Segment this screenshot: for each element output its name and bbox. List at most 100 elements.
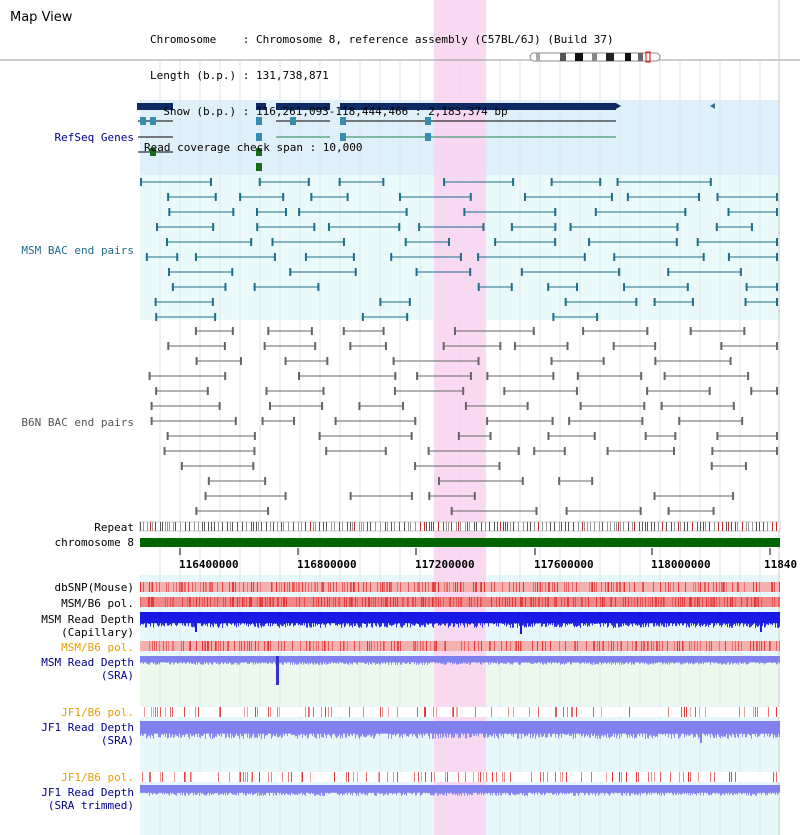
read-depth-bar [432,721,433,739]
track-label-jf1-b6-pol-2[interactable]: JF1/B6 pol. [61,771,134,784]
read-depth-bar [163,785,164,793]
read-depth-bar [654,612,655,627]
track-label-chromosome[interactable]: chromosome 8 [54,536,134,549]
read-depth-bar [295,785,296,795]
snp-mark [719,597,720,607]
read-depth-bar [479,785,480,795]
track-label-msm-b6-pol[interactable]: MSM/B6 pol. [61,597,134,610]
read-depth-bar [142,785,143,794]
read-depth-bar [167,656,168,663]
read-depth-bar [750,721,751,736]
read-depth-bar [496,612,497,627]
read-depth-bar [213,785,214,795]
snp-mark [726,582,727,592]
track-label-repeat[interactable]: Repeat [94,521,134,534]
read-depth-bar [549,721,550,733]
read-depth-bar [714,721,715,739]
snp-mark [447,772,448,782]
read-depth-bar [598,721,599,736]
snp-mark [383,641,384,651]
snp-mark [423,597,424,607]
track-label-jf1-depth-trimmed[interactable]: JF1 Read Depth (SRA trimmed) [41,786,134,812]
snp-mark [271,582,272,592]
msm-bac-end [282,193,285,201]
b6n-bac-end [744,462,747,470]
read-depth-bar [778,656,779,662]
snp-mark [203,582,204,592]
read-depth-bar [384,612,385,627]
read-depth-bar [528,656,529,662]
read-depth-bar [359,785,360,793]
read-depth-bar [529,785,530,792]
read-depth-bar [387,656,388,663]
read-depth-bar [747,656,748,664]
read-depth-bar [680,656,681,665]
track-label-msm-b6-pol-sra[interactable]: MSM/B6 pol. [61,641,134,654]
read-depth-bar [210,612,211,628]
snp-mark [562,772,563,782]
read-depth-bar [249,656,250,664]
read-depth-bar [275,612,276,625]
b6n-bac-end [384,342,387,350]
read-depth-bar [492,656,493,662]
read-depth-bar [695,721,696,737]
repeat-element [323,522,324,531]
read-depth-bar [395,656,396,665]
read-depth-bar [509,721,510,734]
b6n-bac-end [565,507,568,515]
snp-mark [393,597,394,607]
read-depth-bar [641,721,642,733]
read-depth-bar [275,785,276,795]
track-label-dbsnp[interactable]: dbSNP(Mouse) [54,581,134,594]
track-label-msm-depth-capillary[interactable]: MSM Read Depth (Capillary) [41,613,134,639]
read-depth-bar [205,785,206,796]
track-label-b6n-bac[interactable]: B6N BAC end pairs [21,416,134,429]
read-depth-bar [615,612,616,628]
read-depth-bar [707,612,708,625]
read-depth-bar [399,656,400,663]
snp-mark [317,582,318,592]
read-depth-bar [481,785,482,795]
snp-mark [257,707,258,717]
read-depth-bar [296,656,297,665]
read-depth-bar [325,656,326,663]
read-depth-bar [344,612,345,628]
read-depth-bar [327,721,328,735]
read-depth-bar [749,785,750,792]
read-depth-bar [258,785,259,793]
read-depth-bar [254,721,255,739]
snp-mark [288,772,289,782]
track-label-jf1-depth-sra[interactable]: JF1 Read Depth (SRA) [41,721,134,747]
read-depth-bar [469,785,470,796]
read-depth-bar [525,656,526,662]
read-depth-bar [637,785,638,796]
snp-mark [252,772,253,782]
track-label-msm-bac[interactable]: MSM BAC end pairs [21,244,134,257]
read-depth-bar [230,612,231,624]
refseq-gene [137,103,173,110]
read-depth-bar [468,656,469,662]
snp-mark [310,772,311,782]
read-depth-bar [606,656,607,665]
track-label-jf1-b6-pol[interactable]: JF1/B6 pol. [61,706,134,719]
read-depth-bar [538,656,539,662]
track-label-msm-depth-sra[interactable]: MSM Read Depth (SRA) [41,656,134,682]
read-depth-bar [758,721,759,737]
read-depth-bar [174,721,175,737]
read-depth-bar [631,656,632,665]
snp-mark [305,707,306,717]
read-depth-bar [771,612,772,624]
read-depth-bar [422,721,423,738]
b6n-bac-end [593,432,596,440]
read-depth-bar [238,785,239,796]
snp-mark [339,597,340,607]
read-depth-bar [568,656,569,662]
read-depth-bar [677,656,678,662]
read-depth-bar [696,656,697,663]
msm-bac-end [667,268,670,276]
read-depth-bar [461,656,462,664]
read-depth-bar [456,721,457,735]
b6n-bac-end [602,357,605,365]
track-label-refseq[interactable]: RefSeq Genes [54,131,134,144]
read-depth-bar [648,785,649,792]
